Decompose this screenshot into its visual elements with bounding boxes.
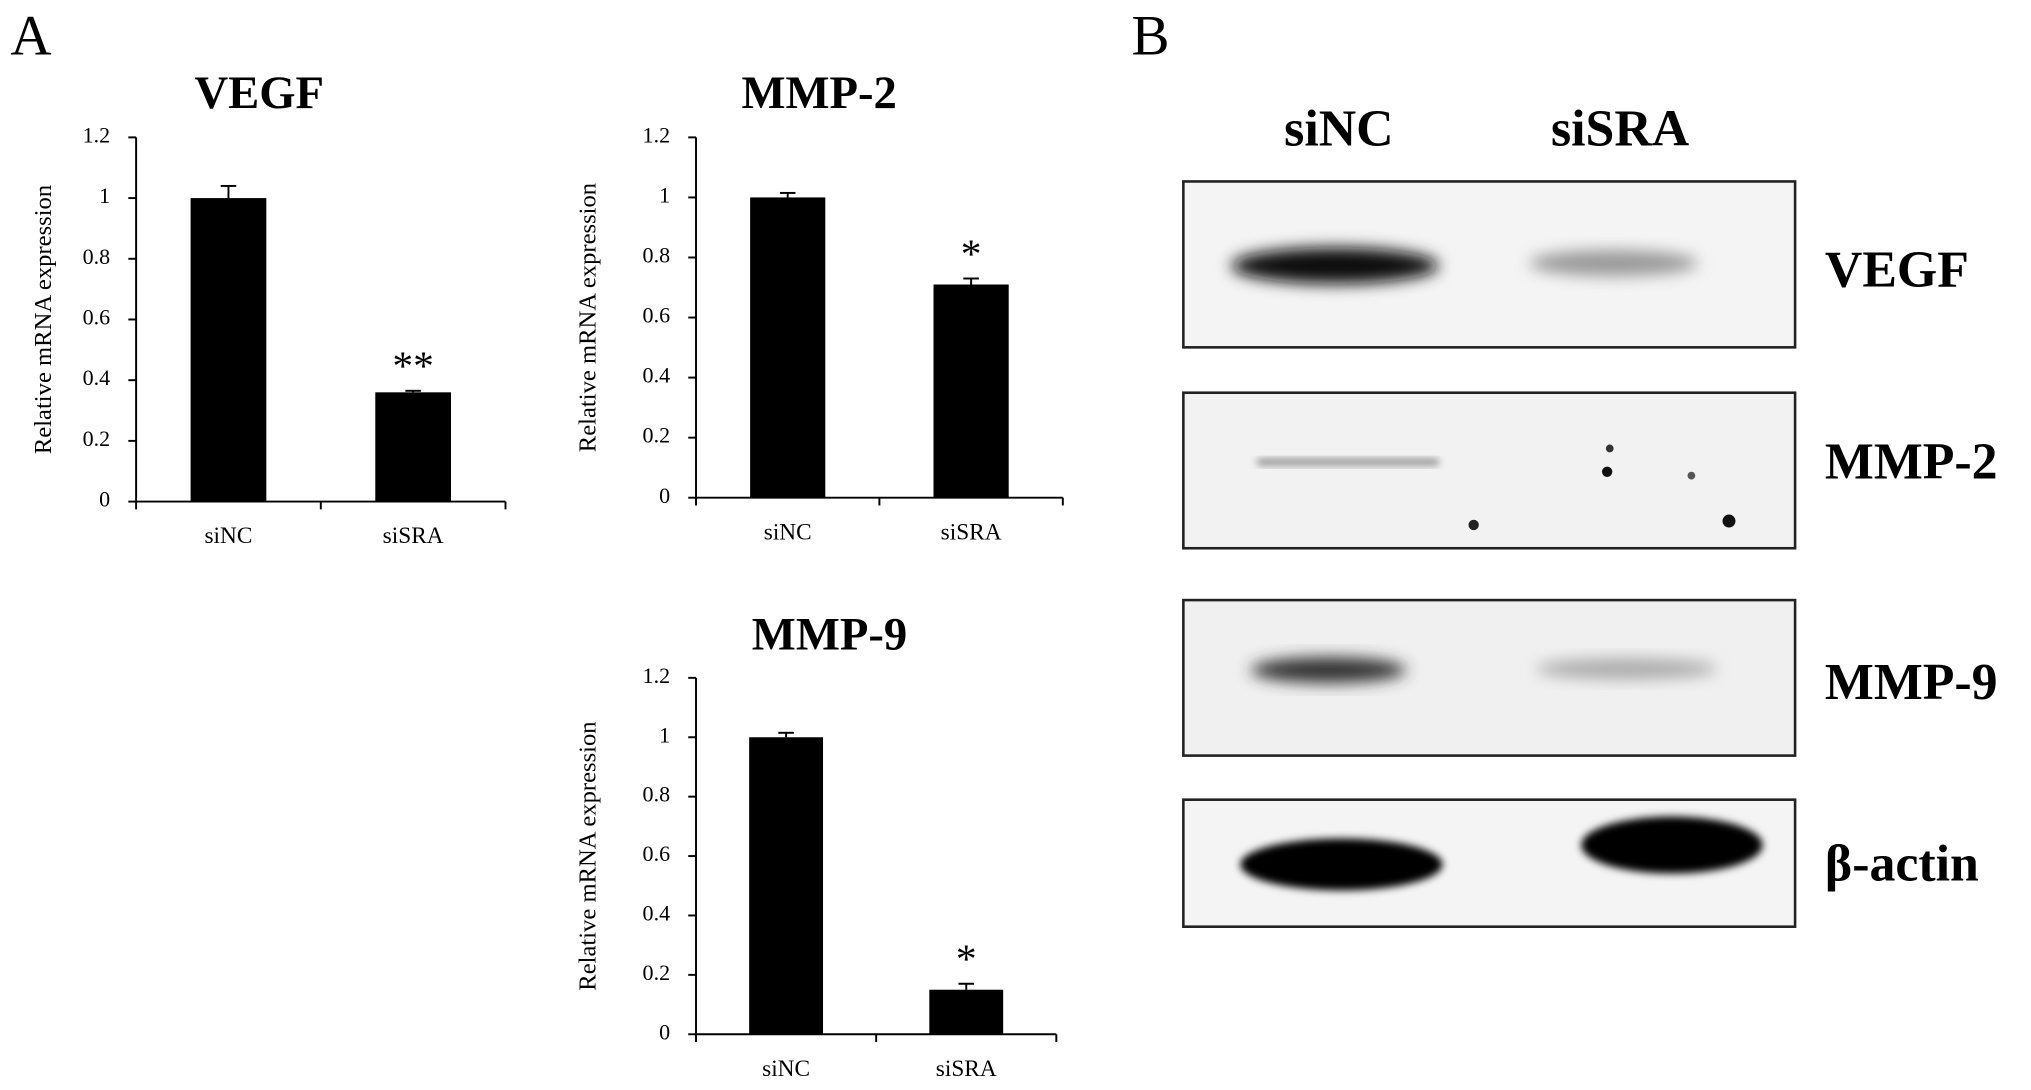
y-tick-label: 0 (659, 483, 670, 508)
chart-title: VEGF (194, 67, 324, 119)
x-tick-label: siNC (764, 519, 812, 545)
chart-title: MMP-2 (741, 67, 896, 119)
protein-label: β-actin (1825, 835, 1979, 892)
x-tick-label: siNC (762, 1056, 810, 1082)
y-tick-label: 0.2 (643, 960, 671, 985)
lane-label: siNC (1284, 100, 1393, 157)
protein-label: MMP-9 (1825, 654, 1998, 711)
significance: * (956, 936, 977, 982)
panel-label: A (10, 5, 51, 68)
bar (929, 989, 1004, 1035)
significance: ** (392, 343, 433, 389)
y-tick-label: 1 (659, 182, 670, 207)
blot-vegf (1182, 180, 1797, 349)
bar (375, 392, 452, 502)
protein-label: MMP-2 (1825, 433, 1998, 490)
y-tick-label: 0.4 (83, 365, 111, 390)
x-tick-label: siSRA (936, 1056, 997, 1082)
y-tick-label: 1 (99, 183, 110, 208)
y-axis-label: Relative mRNA expression (574, 183, 601, 452)
y-tick-label: 0.6 (83, 305, 111, 330)
y-tick-label: 0.2 (643, 423, 671, 448)
bar (749, 737, 824, 1035)
bar (933, 284, 1009, 498)
chart-title: MMP-9 (752, 609, 907, 661)
bar (190, 198, 267, 502)
y-tick-label: 1.2 (643, 663, 671, 688)
y-tick-label: 0 (99, 487, 110, 512)
y-tick-label: 0.8 (643, 782, 671, 807)
blot-mmp2 (1182, 391, 1797, 550)
protein-label: VEGF (1825, 242, 1969, 299)
y-tick-label: 0 (659, 1019, 670, 1044)
y-axis-label: Relative mRNA expression (30, 185, 57, 454)
y-tick-label: 0.4 (643, 901, 671, 926)
y-tick-label: 0.8 (83, 244, 111, 269)
y-tick-label: 1.2 (83, 122, 111, 147)
x-tick-label: siSRA (941, 519, 1002, 545)
y-tick-label: 0.4 (643, 363, 671, 388)
panel-label: B (1131, 5, 1169, 68)
bar (750, 197, 826, 498)
y-tick-label: 1 (659, 722, 670, 747)
y-tick-label: 0.8 (643, 243, 671, 268)
y-tick-label: 0.6 (643, 303, 671, 328)
lane-label: siSRA (1551, 100, 1690, 157)
x-tick-label: siSRA (383, 523, 444, 549)
y-tick-label: 1.2 (643, 122, 671, 147)
y-tick-label: 0.6 (643, 841, 671, 866)
significance: * (961, 230, 982, 276)
y-axis-label: Relative mRNA expression (574, 721, 601, 990)
x-tick-label: siNC (204, 523, 252, 549)
y-tick-label: 0.2 (83, 426, 111, 451)
blot-actin (1182, 798, 1797, 928)
blot-mmp9 (1182, 598, 1797, 757)
